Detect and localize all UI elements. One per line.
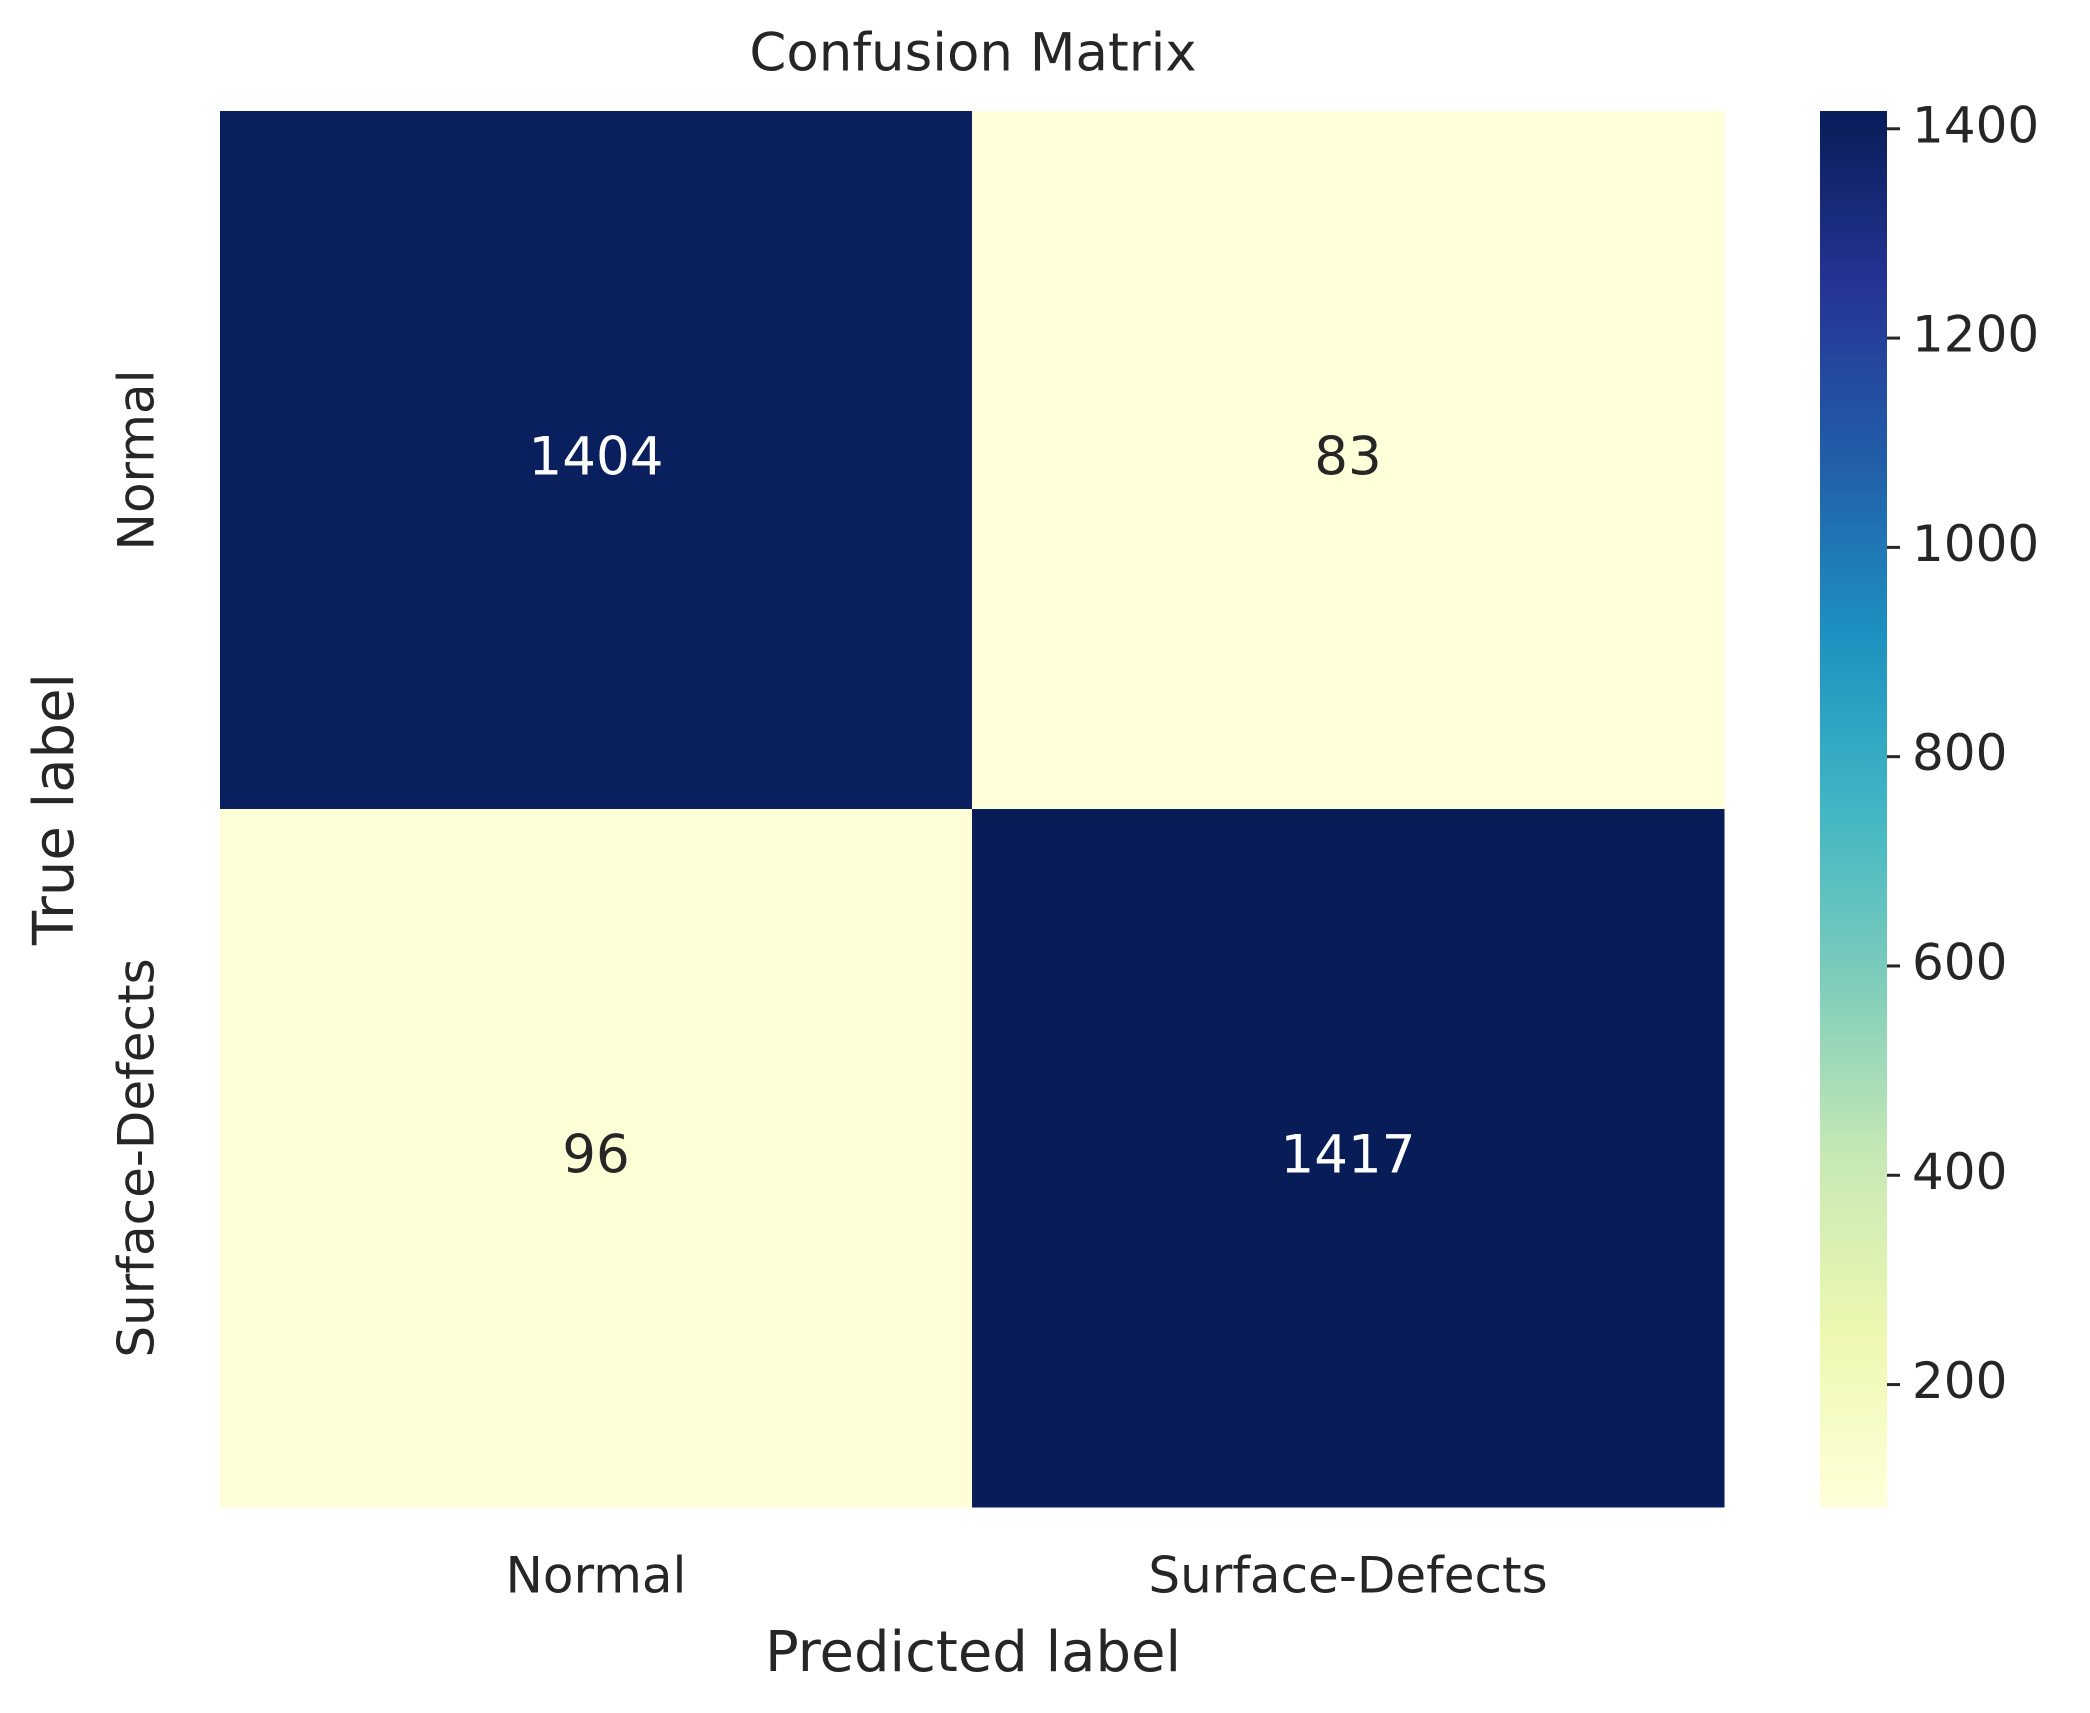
colorbar-tick-label: 1400 [1912, 96, 2039, 154]
colorbar-tick-label: 600 [1912, 933, 2007, 991]
heatmap-cell [972, 809, 1725, 1508]
colorbar-tick-label: 1200 [1912, 306, 2039, 364]
colorbar-tick-label: 800 [1912, 724, 2007, 782]
heatmap-cell [220, 111, 973, 810]
colorbar-tick-label: 400 [1912, 1143, 2007, 1201]
x-tick-label: Normal [506, 1547, 687, 1605]
x-axis-label: Predicted label [765, 1620, 1181, 1685]
colorbar-tick-label: 1000 [1912, 515, 2039, 573]
cell-label: 1417 [1281, 1125, 1416, 1186]
colorbar-tick-label: 200 [1912, 1352, 2007, 1410]
y-tick-label: Surface-Defects [108, 958, 166, 1357]
heatmap-cell [972, 111, 1725, 810]
x-tick-label: Surface-Defects [1148, 1547, 1547, 1605]
heatmap-cell [220, 809, 973, 1508]
cell-label: 96 [562, 1125, 629, 1186]
cell-label: 1404 [529, 427, 664, 488]
chart-title: Confusion Matrix [749, 23, 1196, 84]
y-axis-label: True label [22, 673, 87, 946]
colorbar [1820, 111, 1887, 1507]
cell-label: 83 [1314, 427, 1381, 488]
y-tick-label: Normal [108, 370, 166, 551]
